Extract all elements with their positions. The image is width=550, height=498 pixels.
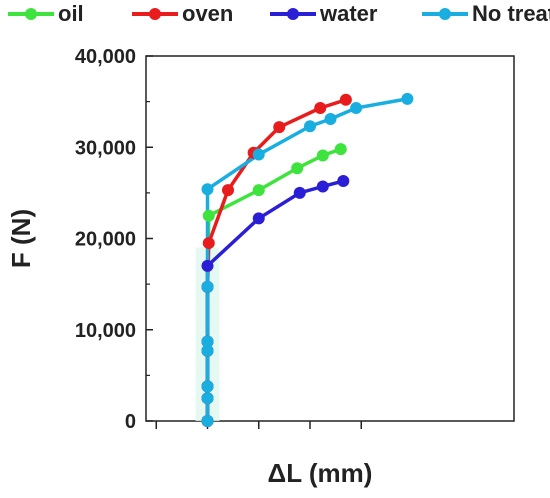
data-point-0 <box>334 143 347 156</box>
data-point-3 <box>201 183 214 196</box>
data-point-0 <box>202 209 215 222</box>
data-point-1 <box>202 237 215 250</box>
data-point-1 <box>273 121 286 134</box>
data-point-0 <box>252 184 265 197</box>
y-tick-label: 0 <box>125 411 136 433</box>
data-point-2 <box>337 175 350 188</box>
legend-marker-0 <box>25 8 37 20</box>
legend-marker-2 <box>287 8 299 20</box>
legend-marker-3 <box>439 8 451 20</box>
data-point-1 <box>222 184 234 197</box>
y-tick-label: 30,000 <box>75 137 136 159</box>
series-line-1 <box>205 98 347 421</box>
legend-label-2: water <box>319 1 378 26</box>
data-point-0 <box>291 162 304 175</box>
series-line-3 <box>205 97 408 421</box>
data-point-1 <box>339 93 352 106</box>
plot-series <box>201 92 414 427</box>
data-point-3 <box>401 92 414 105</box>
data-point-3 <box>201 415 214 427</box>
legend-label-3: No treat. <box>472 1 550 26</box>
data-point-3 <box>201 344 214 357</box>
data-point-3 <box>324 112 337 125</box>
data-point-3 <box>252 148 265 161</box>
data-point-2 <box>201 259 214 272</box>
data-point-2 <box>252 212 265 225</box>
x-axis-title: ΔL (mm) <box>268 458 373 488</box>
legend-label-1: oven <box>182 1 233 26</box>
legend: oil oven water No treat. <box>8 1 550 26</box>
data-point-3 <box>201 380 214 393</box>
data-point-3 <box>201 392 214 405</box>
axes: 0 10,000 20,000 30,000 40,000 <box>75 46 515 433</box>
legend-label-0: oil <box>58 1 84 26</box>
data-point-3 <box>350 102 363 115</box>
data-point-0 <box>316 149 329 162</box>
series-line-2 <box>205 179 344 421</box>
y-tick-label: 10,000 <box>75 320 136 342</box>
y-tick-label: 20,000 <box>75 229 136 251</box>
data-point-2 <box>316 180 329 193</box>
y-axis-title: F (N) <box>6 209 36 268</box>
data-point-3 <box>201 280 214 293</box>
data-point-3 <box>201 335 214 348</box>
data-point-3 <box>304 120 316 133</box>
data-point-1 <box>314 102 327 115</box>
legend-marker-1 <box>149 8 161 20</box>
data-point-2 <box>293 186 306 199</box>
y-tick-label: 40,000 <box>75 46 136 68</box>
